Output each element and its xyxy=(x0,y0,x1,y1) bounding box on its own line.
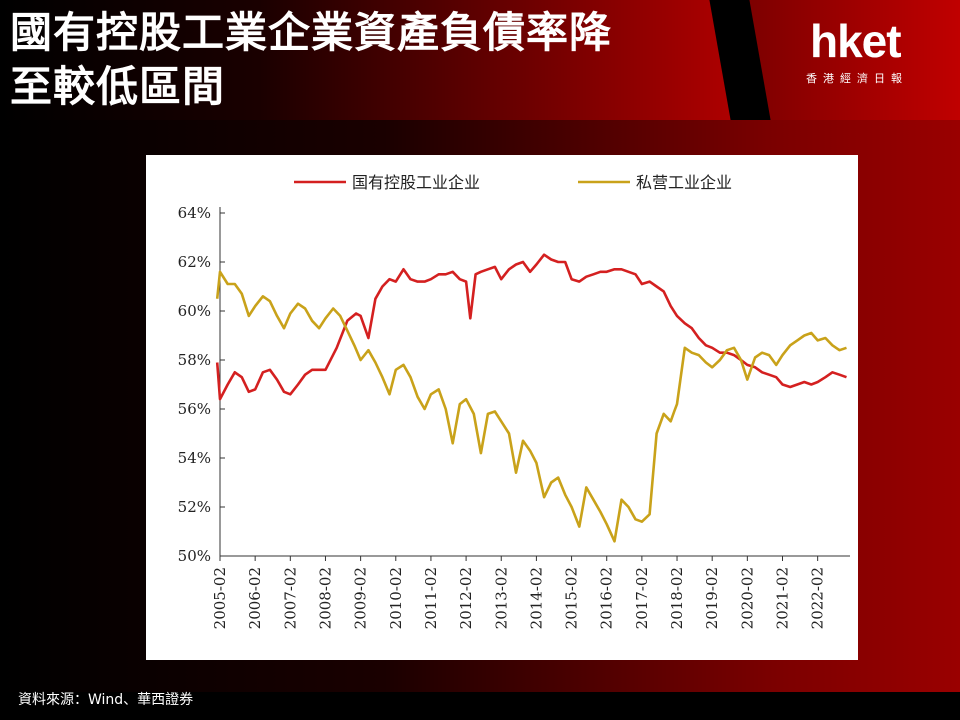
x-tick-label: 2010-02 xyxy=(387,567,405,629)
y-tick-label: 54% xyxy=(178,449,211,467)
title-banner xyxy=(0,0,740,120)
x-tick-label: 2021-02 xyxy=(774,567,792,629)
x-tick-label: 2011-02 xyxy=(422,567,440,629)
page-title: 國有控股工業企業資產負債率降 至較低區間 xyxy=(10,8,613,111)
x-tick-label: 2019-02 xyxy=(703,567,721,629)
series-line-private xyxy=(215,270,847,543)
x-tick-label: 2009-02 xyxy=(352,567,370,629)
y-tick-label: 60% xyxy=(178,302,211,320)
series-line-state-owned xyxy=(215,253,847,401)
x-tick-label: 2020-02 xyxy=(738,567,756,629)
legend-label-private: 私营工业企业 xyxy=(636,173,732,192)
hket-logo: hket xyxy=(810,15,902,67)
x-tick-label: 2005-02 xyxy=(211,567,229,629)
hket-logo-subtitle: 香港經濟日報 xyxy=(806,72,908,85)
y-tick-label: 64% xyxy=(178,204,211,222)
x-tick-label: 2006-02 xyxy=(246,567,264,629)
chart-panel: 50% 52% 54% 56% 58% 60% 62% 64% 2005-02 2006-02 20… xyxy=(146,155,858,660)
x-tick-label: 2013-02 xyxy=(492,567,510,629)
brand-banner xyxy=(740,0,960,120)
x-tick-label: 2022-02 xyxy=(809,567,827,629)
x-tick-label: 2014-02 xyxy=(527,567,545,629)
x-tick-label: 2017-02 xyxy=(633,567,651,629)
y-tick-label: 58% xyxy=(178,351,211,369)
legend-label-state-owned: 国有控股工业企业 xyxy=(352,173,480,192)
y-tick-label: 50% xyxy=(178,547,211,565)
x-tick-label: 2016-02 xyxy=(598,567,616,629)
y-tick-label: 62% xyxy=(178,253,211,271)
source-note: 資料來源：Wind、華西證券 xyxy=(18,692,194,708)
x-tick-label: 2008-02 xyxy=(316,567,334,629)
y-tick-label: 52% xyxy=(178,498,211,516)
x-tick-label: 2007-02 xyxy=(281,567,299,629)
line-chart: 50% 52% 54% 56% 58% 60% 62% 64% 2005-02 2006-02 20… xyxy=(178,173,850,629)
x-tick-label: 2018-02 xyxy=(668,567,686,629)
header: 國有控股工業企業資產負債率降 至較低區間 hket 香港經濟日報 xyxy=(0,0,960,120)
y-tick-label: 56% xyxy=(178,400,211,418)
x-tick-label: 2012-02 xyxy=(457,567,475,629)
x-tick-label: 2015-02 xyxy=(563,567,581,629)
